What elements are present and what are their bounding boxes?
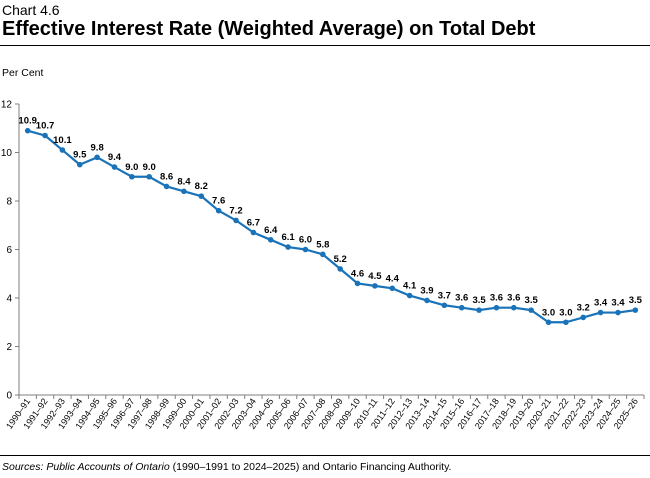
y-axis-ticks: 0 2 4 6 8 10 12 xyxy=(1,100,19,402)
data-label: 6.0 xyxy=(299,235,312,246)
series-line xyxy=(27,129,636,324)
data-point xyxy=(354,280,361,287)
data-label: 3.2 xyxy=(577,302,590,313)
data-labels: 10.910.710.19.59.89.49.0 9.08.6 8.4 8.27.67… xyxy=(18,116,642,319)
data-point xyxy=(94,154,100,161)
y-tick-label: 0 xyxy=(6,391,12,402)
data-point xyxy=(424,297,430,304)
source-rest: (1990–1991 to 2024–2025) and Ontario Fin… xyxy=(169,461,452,473)
data-point xyxy=(285,244,291,250)
data-point xyxy=(545,319,552,326)
data-point xyxy=(233,217,239,224)
data-point xyxy=(441,302,448,309)
data-point xyxy=(146,173,153,180)
data-point xyxy=(129,173,135,180)
y-axis-label: Per Cent xyxy=(2,67,44,79)
data-point xyxy=(372,283,378,289)
data-point xyxy=(111,164,118,170)
data-point xyxy=(215,207,222,214)
y-tick-label: 10 xyxy=(1,148,13,159)
data-label: 5.8 xyxy=(316,239,329,250)
data-label: 3.7 xyxy=(438,290,451,301)
data-label: 3.5 xyxy=(525,295,539,306)
y-tick-label: 8 xyxy=(6,197,12,208)
data-point xyxy=(302,246,309,253)
data-point xyxy=(181,188,187,195)
data-label: 9.0 xyxy=(143,162,156,173)
data-point xyxy=(597,309,604,316)
data-label: 3.0 xyxy=(542,307,555,318)
data-label: 7.2 xyxy=(229,205,242,216)
data-point xyxy=(615,309,621,316)
y-tick-label: 2 xyxy=(6,342,12,353)
x-axis-ticks: 1990–911991–921992–931993–941994–951995–… xyxy=(4,395,645,431)
data-label: 3.5 xyxy=(629,295,643,306)
y-tick-label: 12 xyxy=(1,100,13,111)
data-point xyxy=(458,304,465,311)
data-label: 10.9 xyxy=(18,116,37,127)
data-label: 9.4 xyxy=(108,152,122,163)
data-point xyxy=(163,183,170,190)
data-label: 3.5 xyxy=(472,295,486,306)
data-label: 10.7 xyxy=(36,121,55,132)
data-point xyxy=(563,319,569,326)
data-label: 8.6 xyxy=(160,171,173,182)
y-tick-label: 4 xyxy=(6,294,12,305)
data-label: 3.0 xyxy=(559,307,572,318)
data-label: 4.5 xyxy=(368,271,382,282)
line-chart: Per Cent 0 2 4 6 8 10 12 1990–911991–921992–93… xyxy=(1,67,645,431)
data-label: 8.2 xyxy=(195,181,208,192)
data-point xyxy=(250,229,257,236)
data-point xyxy=(476,307,482,313)
data-point xyxy=(580,314,587,321)
data-point xyxy=(493,304,500,311)
data-point xyxy=(510,304,517,311)
data-point xyxy=(24,127,31,134)
data-point xyxy=(389,285,396,292)
data-label: 6.1 xyxy=(281,232,295,243)
data-label: 9.5 xyxy=(73,150,87,161)
data-point xyxy=(406,292,413,299)
data-label: 4.1 xyxy=(403,281,417,292)
data-label: 9.0 xyxy=(125,162,138,173)
chart-number: Chart 4.6 xyxy=(2,2,60,18)
y-tick-label: 6 xyxy=(6,245,12,256)
source-italic: Sources: Public Accounts of Ontario xyxy=(2,461,170,473)
data-point xyxy=(267,237,274,243)
data-point xyxy=(320,251,326,258)
axes xyxy=(18,104,644,396)
data-point xyxy=(528,307,534,313)
data-label: 9.8 xyxy=(91,142,104,153)
footer-divider xyxy=(0,455,650,456)
data-label: 4.4 xyxy=(386,273,400,284)
data-label: 6.7 xyxy=(247,218,260,229)
chart-title: Effective Interest Rate (Weighted Averag… xyxy=(2,18,536,40)
data-label: 8.4 xyxy=(177,176,191,187)
data-label: 3.6 xyxy=(507,293,520,304)
data-point xyxy=(76,161,83,168)
data-label: 3.4 xyxy=(611,298,625,309)
data-point xyxy=(42,132,48,139)
header-divider xyxy=(0,45,650,46)
data-label: 7.6 xyxy=(212,196,225,207)
data-label: 3.9 xyxy=(420,285,433,296)
data-point xyxy=(337,266,343,272)
data-point xyxy=(198,193,205,199)
series-effective-interest-rate xyxy=(24,127,639,326)
data-label: 4.6 xyxy=(351,268,364,279)
data-label: 3.6 xyxy=(490,293,503,304)
data-point xyxy=(59,147,66,153)
data-label: 5.2 xyxy=(334,254,347,265)
source-note: Sources: Public Accounts of Ontario (199… xyxy=(2,461,451,473)
data-label: 3.4 xyxy=(594,298,608,309)
data-point xyxy=(632,307,639,313)
data-label: 6.4 xyxy=(264,225,278,236)
data-label: 3.6 xyxy=(455,293,468,304)
data-label: 10.1 xyxy=(53,135,72,146)
